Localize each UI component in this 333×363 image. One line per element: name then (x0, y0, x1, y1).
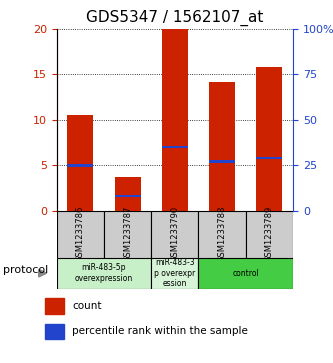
Text: miR-483-5p
overexpression: miR-483-5p overexpression (75, 264, 133, 283)
Bar (57, 211, 104, 258)
Text: GSM1233786: GSM1233786 (76, 206, 85, 262)
Bar (104, 211, 151, 258)
Title: GDS5347 / 1562107_at: GDS5347 / 1562107_at (86, 10, 263, 26)
Bar (67, 164, 93, 167)
Bar (115, 177, 141, 211)
Text: GSM1233788: GSM1233788 (217, 206, 227, 262)
Text: miR-483-3
p overexpr
ession: miR-483-3 p overexpr ession (154, 258, 195, 288)
Bar (45, 298, 64, 314)
Bar (198, 258, 293, 289)
Bar (115, 195, 141, 197)
Text: GSM1233789: GSM1233789 (265, 206, 274, 262)
Bar (209, 82, 235, 211)
Text: GSM1233787: GSM1233787 (123, 206, 132, 262)
Text: GSM1233790: GSM1233790 (170, 206, 179, 262)
Text: control: control (232, 269, 259, 278)
Bar (162, 146, 188, 148)
Bar (256, 156, 282, 159)
Bar (162, 29, 188, 211)
Bar (198, 211, 246, 258)
Text: protocol: protocol (3, 265, 49, 274)
Bar (209, 160, 235, 163)
Bar (256, 67, 282, 211)
Text: percentile rank within the sample: percentile rank within the sample (72, 326, 248, 337)
Bar (67, 115, 93, 211)
Text: count: count (72, 301, 102, 311)
Bar (151, 258, 198, 289)
Bar (246, 211, 293, 258)
Bar (57, 258, 151, 289)
Bar (151, 211, 198, 258)
Bar (45, 324, 64, 339)
